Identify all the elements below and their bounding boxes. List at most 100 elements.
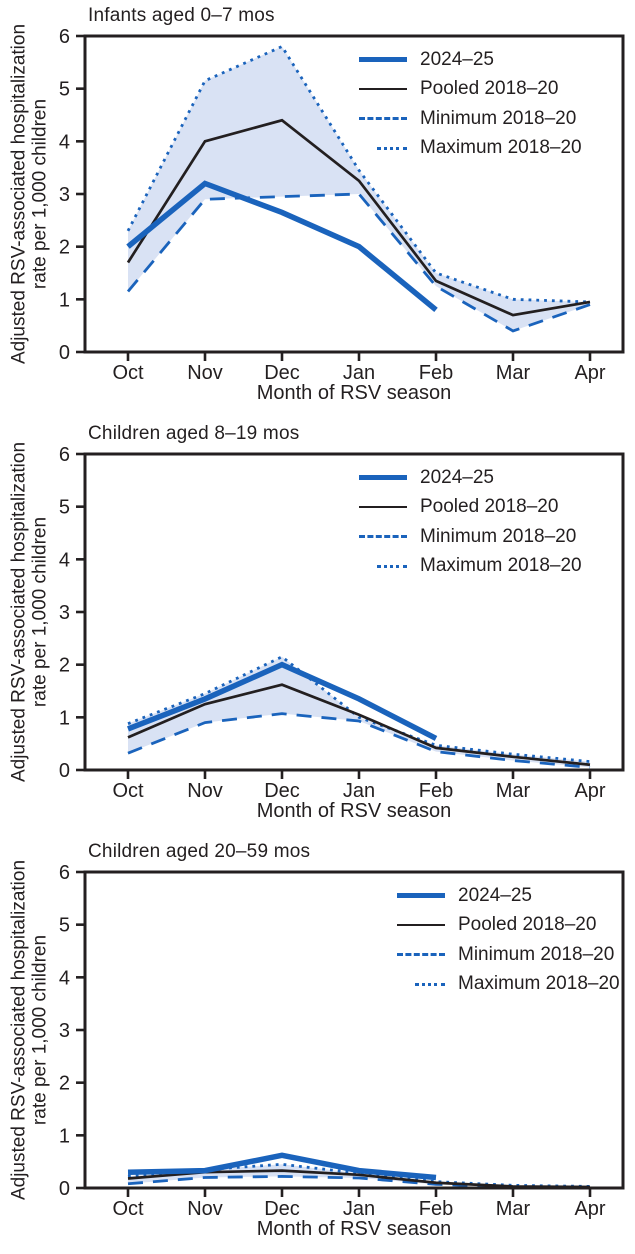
x-tick-label: Mar	[496, 362, 531, 384]
x-tick-label: Mar	[496, 780, 531, 802]
x-axis: Oct Nov Dec Jan Feb Mar Apr	[112, 352, 606, 384]
legend-item-pooled-2018-20: Pooled 2018–20	[397, 911, 620, 941]
panel-infants-0-7-mos: 0 1 2 3 4 5 6 Oct Nov Dec Jan Feb Mar Apr Infants age…	[0, 0, 635, 418]
x-tick-label: Apr	[574, 362, 605, 384]
y-tick-label: 5	[59, 497, 70, 519]
legend-item-pooled-2018-20: Pooled 2018–20	[359, 493, 582, 523]
series-maximum-2018–20	[127, 655, 591, 763]
legend-label: Maximum 2018–20	[420, 555, 582, 577]
series-pooled-2018–20	[126, 118, 591, 317]
x-tick-label: Feb	[419, 1198, 453, 1220]
series-pooled-2018–20	[127, 683, 591, 767]
legend-label: Minimum 2018–20	[420, 525, 577, 547]
y-axis: 0 1 2 3 4 5 6	[59, 862, 85, 1200]
y-tick-label: 6	[59, 444, 70, 466]
y-axis-label-line1: Adjusted RSV-associated hospitalization	[8, 859, 30, 1201]
legend: 2024–25 Pooled 2018–20 Minimum 2018–20 M…	[359, 463, 582, 581]
x-tick-label: Nov	[187, 1198, 223, 1220]
legend-swatch-2024-25-line	[359, 57, 407, 63]
y-tick-label: 0	[59, 342, 70, 364]
x-tick-label: Jan	[343, 1198, 375, 1220]
x-tick-label: Jan	[343, 780, 375, 802]
y-tick-label: 2	[59, 1073, 70, 1095]
legend-label: 2024–25	[458, 884, 532, 906]
x-tick-label: Dec	[264, 780, 300, 802]
y-tick-label: 1	[59, 707, 70, 729]
x-axis-title: Month of RSV season	[256, 382, 452, 404]
y-tick-label: 1	[59, 289, 70, 311]
x-axis-title: Month of RSV season	[256, 1218, 452, 1240]
y-tick-label: 3	[59, 184, 70, 206]
series-2024–25	[127, 1152, 437, 1181]
x-axis: Oct Nov Dec Jan Feb Mar Apr	[112, 1188, 606, 1220]
legend-swatch-pooled-line	[359, 506, 407, 509]
series-minimum-2018–20	[127, 712, 591, 769]
legend-label: Maximum 2018–20	[458, 973, 620, 995]
panel-children-20-59-mos: 0 1 2 3 4 5 6 Oct Nov Dec Jan Feb Mar Apr Children ag…	[0, 836, 635, 1254]
y-tick-label: 1	[59, 1125, 70, 1147]
series-minimum-2018–20	[126, 192, 591, 333]
legend-item-maximum-2018-20: Maximum 2018–20	[397, 970, 620, 1000]
y-tick-label: 2	[59, 237, 70, 259]
legend-swatch-2024-25-line	[397, 893, 445, 899]
plot-canvas-children-8-19: 0 1 2 3 4 5 6 Oct Nov Dec Jan Feb Mar Apr	[59, 444, 625, 802]
series-2024–25	[127, 661, 438, 741]
legend-swatch-pooled-line	[397, 924, 445, 927]
legend-label: Minimum 2018–20	[458, 943, 615, 965]
panel-title: Infants aged 0–7 mos	[88, 5, 275, 26]
y-tick-label: 4	[59, 967, 70, 989]
x-tick-label: Apr	[574, 780, 605, 802]
legend-item-minimum-2018-20: Minimum 2018–20	[359, 104, 582, 134]
plot-canvas-infants-0-7: 0 1 2 3 4 5 6 Oct Nov Dec Jan Feb Mar Apr	[59, 26, 625, 384]
y-axis-label-line2: rate per 1,000 children	[30, 934, 51, 1126]
y-axis-label-line1: Adjusted RSV-associated hospitalization	[8, 441, 30, 783]
legend-label: 2024–25	[420, 48, 494, 70]
x-tick-label: Oct	[112, 780, 144, 802]
plot-canvas-children-20-59: 0 1 2 3 4 5 6 Oct Nov Dec Jan Feb Mar Apr	[59, 862, 625, 1220]
x-tick-label: Feb	[419, 780, 453, 802]
legend-item-pooled-2018-20: Pooled 2018–20	[359, 75, 582, 105]
legend-swatch-maximum-dotted-line	[377, 146, 407, 150]
legend-swatch-pooled-line	[359, 88, 407, 91]
y-axis-label-line2: rate per 1,000 children	[30, 98, 51, 290]
legend-label: Maximum 2018–20	[420, 137, 582, 159]
x-tick-label: Nov	[187, 780, 223, 802]
x-axis-title: Month of RSV season	[256, 800, 452, 822]
legend-item-minimum-2018-20: Minimum 2018–20	[359, 522, 582, 552]
series-2024–25	[126, 180, 438, 312]
x-tick-label: Mar	[496, 1198, 531, 1220]
legend: 2024–25 Pooled 2018–20 Minimum 2018–20 M…	[397, 881, 620, 999]
x-tick-label: Jan	[343, 362, 375, 384]
y-axis: 0 1 2 3 4 5 6	[59, 444, 85, 782]
legend-item-2024-25: 2024–25	[359, 463, 582, 493]
y-tick-label: 5	[59, 79, 70, 101]
y-axis-label-line2: rate per 1,000 children	[30, 516, 51, 708]
legend-swatch-minimum-dashed-line	[397, 953, 445, 957]
legend-swatch-minimum-dashed-line	[359, 117, 407, 121]
series-maximum-2018–20	[126, 44, 591, 304]
y-tick-label: 6	[59, 26, 70, 48]
y-tick-label: 3	[59, 1020, 70, 1042]
legend-swatch-2024-25-line	[359, 475, 407, 481]
y-tick-label: 0	[59, 1178, 70, 1200]
x-tick-label: Nov	[187, 362, 223, 384]
y-axis: 0 1 2 3 4 5 6	[59, 26, 85, 364]
min-max-band	[128, 46, 590, 331]
legend-item-minimum-2018-20: Minimum 2018–20	[397, 940, 620, 970]
legend-swatch-minimum-dashed-line	[359, 535, 407, 539]
legend-item-maximum-2018-20: Maximum 2018–20	[359, 134, 582, 164]
legend-item-2024-25: 2024–25	[359, 45, 582, 75]
legend-item-maximum-2018-20: Maximum 2018–20	[359, 552, 582, 582]
x-tick-label: Dec	[264, 362, 300, 384]
panel-title: Children aged 8–19 mos	[88, 423, 300, 444]
min-max-band	[128, 656, 590, 768]
x-axis: Oct Nov Dec Jan Feb Mar Apr	[112, 770, 606, 802]
y-tick-label: 6	[59, 862, 70, 884]
y-tick-label: 4	[59, 549, 70, 571]
legend-swatch-maximum-dotted-line	[415, 982, 445, 986]
y-axis-label-line1: Adjusted RSV-associated hospitalization	[8, 23, 30, 365]
legend-label: 2024–25	[420, 466, 494, 488]
legend-label: Pooled 2018–20	[420, 496, 559, 518]
legend-swatch-maximum-dotted-line	[377, 564, 407, 568]
